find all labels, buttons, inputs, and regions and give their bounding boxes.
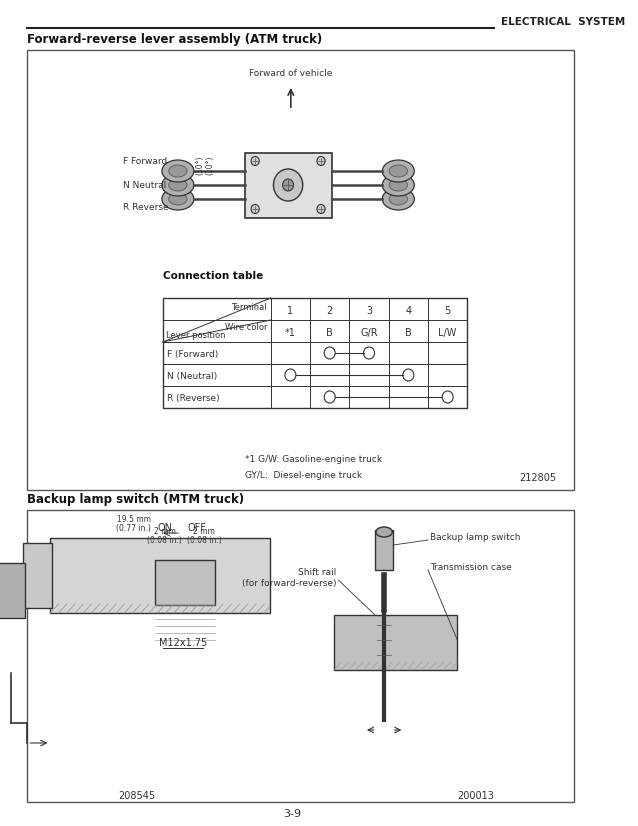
Text: 200013: 200013 <box>457 791 494 801</box>
Text: Transmission case: Transmission case <box>430 563 512 572</box>
Text: 5: 5 <box>445 306 451 316</box>
Bar <box>27 510 574 802</box>
Text: Terminal: Terminal <box>232 302 267 311</box>
Text: Backup lamp switch: Backup lamp switch <box>430 534 521 543</box>
Text: GY/L:  Diesel-engine truck: GY/L: Diesel-engine truck <box>245 471 362 480</box>
Circle shape <box>364 347 375 359</box>
Text: ELECTRICAL  SYSTEM: ELECTRICAL SYSTEM <box>501 17 625 27</box>
Ellipse shape <box>168 179 187 191</box>
Circle shape <box>442 391 453 403</box>
Circle shape <box>274 169 302 201</box>
Text: 2: 2 <box>327 306 333 316</box>
Text: 1: 1 <box>287 306 293 316</box>
Text: 3: 3 <box>366 306 372 316</box>
Text: B: B <box>405 328 412 338</box>
Text: G/R: G/R <box>360 328 378 338</box>
Text: Connection table: Connection table <box>163 271 263 281</box>
Bar <box>0 563 25 618</box>
Bar <box>163 298 468 408</box>
Text: L/W: L/W <box>438 328 457 338</box>
Circle shape <box>317 156 325 165</box>
Circle shape <box>251 205 259 213</box>
Text: Wire color: Wire color <box>225 324 267 333</box>
Circle shape <box>324 391 335 403</box>
Circle shape <box>283 179 293 191</box>
Text: 2 mm: 2 mm <box>154 528 175 537</box>
Text: *1 G/W: Gasoline-engine truck: *1 G/W: Gasoline-engine truck <box>245 455 382 464</box>
Text: OFF: OFF <box>187 523 206 533</box>
Ellipse shape <box>162 160 194 182</box>
Text: 19.5 mm: 19.5 mm <box>117 515 151 525</box>
Ellipse shape <box>382 160 414 182</box>
Ellipse shape <box>168 193 187 205</box>
Text: (10°): (10°) <box>206 155 215 175</box>
Text: 4: 4 <box>405 306 412 316</box>
Text: N Neutral: N Neutral <box>124 181 167 189</box>
Bar <box>375 530 393 570</box>
Bar <box>244 153 332 217</box>
Text: 212805: 212805 <box>519 473 556 483</box>
Text: ON: ON <box>157 523 172 533</box>
Bar <box>27 50 574 490</box>
Bar <box>156 560 215 605</box>
Text: R (Reverse): R (Reverse) <box>167 393 220 402</box>
Text: F (Forward): F (Forward) <box>167 349 219 358</box>
Ellipse shape <box>389 179 408 191</box>
Bar <box>334 615 457 670</box>
Text: Backup lamp switch (MTM truck): Backup lamp switch (MTM truck) <box>27 493 244 506</box>
Ellipse shape <box>389 165 408 177</box>
Text: B: B <box>326 328 333 338</box>
Text: 3-9: 3-9 <box>283 809 300 819</box>
Text: N (Neutral): N (Neutral) <box>167 372 218 381</box>
Text: (10°): (10°) <box>195 155 204 175</box>
Text: 2 mm: 2 mm <box>193 528 215 537</box>
Ellipse shape <box>382 174 414 196</box>
Ellipse shape <box>162 174 194 196</box>
Text: M12x1.75: M12x1.75 <box>159 638 207 648</box>
Ellipse shape <box>382 188 414 210</box>
Text: Forward of vehicle: Forward of vehicle <box>249 69 332 78</box>
Text: R Reverse: R Reverse <box>124 203 169 212</box>
Circle shape <box>317 205 325 213</box>
Ellipse shape <box>376 527 392 537</box>
Text: (0.77 in.): (0.77 in.) <box>116 524 151 533</box>
Circle shape <box>403 369 414 381</box>
Circle shape <box>285 369 296 381</box>
Text: F Forward: F Forward <box>124 158 168 167</box>
Text: Shift rail
(for forward-reverse): Shift rail (for forward-reverse) <box>242 568 337 588</box>
Text: (0.08 in.): (0.08 in.) <box>147 535 182 544</box>
Text: Forward-reverse lever assembly (ATM truck): Forward-reverse lever assembly (ATM truc… <box>27 34 323 46</box>
Bar <box>50 538 270 613</box>
Circle shape <box>324 347 335 359</box>
Text: *1: *1 <box>285 328 296 338</box>
Text: Lever position: Lever position <box>167 330 226 339</box>
Text: (0.08 in.): (0.08 in.) <box>186 535 221 544</box>
Ellipse shape <box>389 193 408 205</box>
Ellipse shape <box>168 165 187 177</box>
Bar <box>23 543 52 608</box>
Circle shape <box>251 156 259 165</box>
Ellipse shape <box>162 188 194 210</box>
Text: 208545: 208545 <box>119 791 156 801</box>
